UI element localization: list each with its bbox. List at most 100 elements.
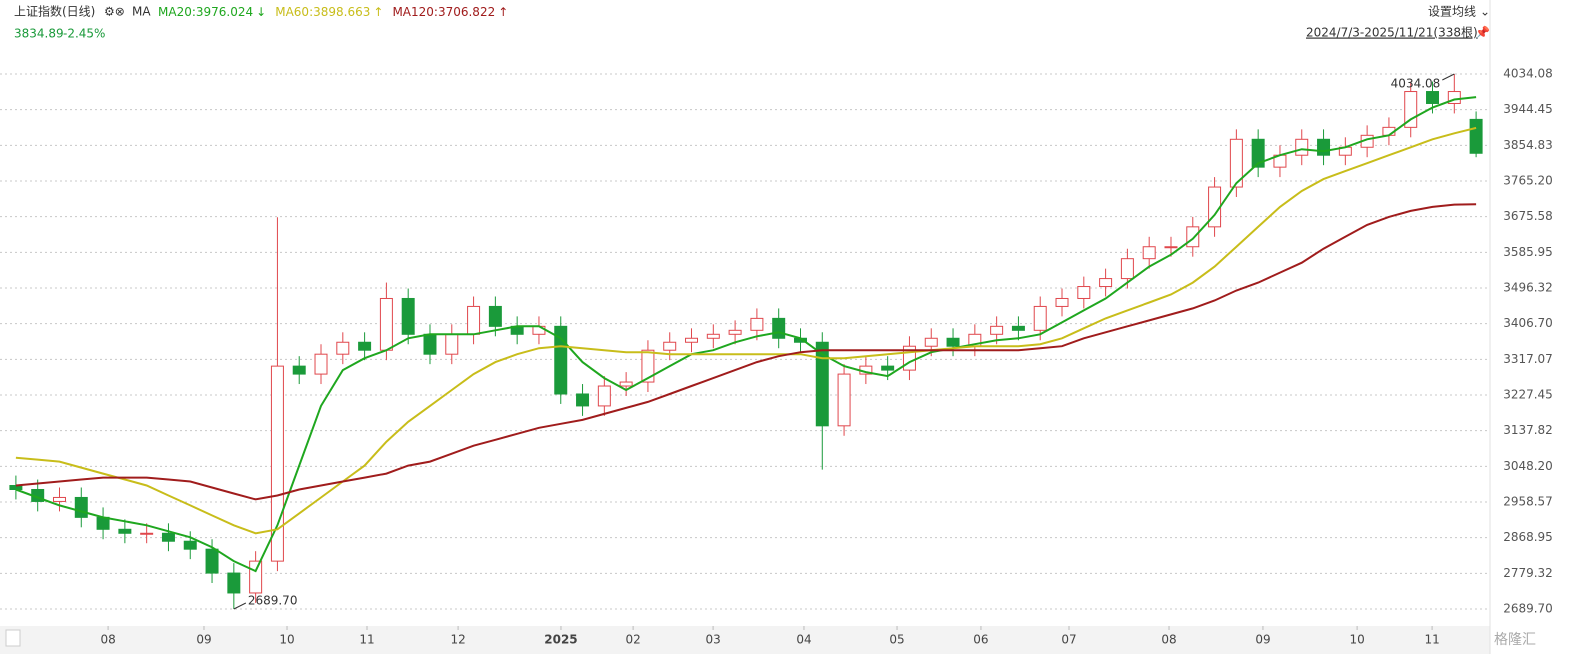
candle-body [663,341,677,351]
annotation-arrow [1442,73,1455,81]
candle-body [1251,138,1265,168]
legend-value: 3706.822 [438,5,495,19]
y-tick-label: 3317.07 [1503,352,1553,366]
candle-body [1295,138,1309,156]
candle-body [140,532,154,535]
x-tick-label: 08 [1161,633,1176,647]
candle-body [161,532,175,542]
candle-body [1011,325,1025,331]
x-tick-label: 2025 [544,633,577,647]
x-tick-label: 04 [796,633,811,647]
pin-icon[interactable]: 📌 [1475,25,1490,40]
x-tick-label: 11 [359,633,374,647]
candle-body [445,333,459,355]
watermark: 格隆汇 [1494,632,1536,648]
candle-body [423,333,437,355]
y-tick-label: 2779.32 [1503,566,1553,580]
x-tick-label: 05 [889,633,904,647]
candle-body [270,365,284,562]
candle-body [1055,297,1069,307]
legend-value: 3976.024 [196,5,253,19]
candle-body [467,305,481,335]
candle-body [488,305,502,327]
candle-body [379,297,393,351]
legend-entry: MA20:3976.024 ↓ [158,5,266,19]
candle-body [576,393,590,407]
candle-body [619,381,633,387]
date-range: 2024/7/3-2025/11/21(338根) [1306,26,1478,40]
candle-body [815,341,829,427]
legend-sep: : [434,5,438,19]
legend-sep: : [309,5,313,19]
y-tick-label: 3854.83 [1503,138,1553,152]
candle-body [1469,118,1483,154]
candle-body [1142,246,1156,260]
y-tick-label: 2689.70 [1503,602,1553,616]
x-tick-label: 02 [625,633,640,647]
candle-body [52,496,66,502]
x-tick-label: 07 [1061,633,1076,647]
candle-body [118,528,132,534]
x-tick-label: 10 [279,633,294,647]
ma-line [15,126,1477,535]
candle-body [750,317,764,331]
candle-body [685,337,699,343]
x-tick-label: 06 [973,633,988,647]
candle-body [401,297,415,335]
y-tick-label: 3585.95 [1503,245,1553,259]
candle-body [9,485,23,490]
scroll-left[interactable] [5,629,21,647]
y-tick-label: 3496.32 [1503,281,1553,295]
candle-body [728,329,742,335]
y-tick-label: 3227.45 [1503,387,1553,401]
candle-body [881,365,895,371]
y-tick-label: 3137.82 [1503,423,1553,437]
candle-body [1426,91,1440,104]
candle-body [837,373,851,427]
annotation-arrow [233,602,247,610]
candle-body [358,341,372,351]
legend-name: MA20 [158,5,192,19]
y-tick-label: 4034.08 [1503,66,1553,80]
annotation-label: 2689.70 [248,594,298,608]
y-tick-label: 3048.20 [1503,459,1553,473]
candle-body [1033,305,1047,331]
candle-body [1120,258,1134,280]
candle-body [1099,278,1113,288]
x-tick-label: 10 [1349,633,1364,647]
dropdown-icon[interactable]: ⌄ [1480,5,1490,19]
legend-entry: MA60:3898.663 ↑ [275,5,383,19]
candle-body [292,365,306,375]
candle-body [314,353,328,375]
candle-body [205,548,219,574]
legend-entry: MA120:3706.822 ↑ [392,5,508,19]
y-tick-label: 3675.58 [1503,209,1553,223]
candle-body [946,337,960,347]
candle-body [1447,91,1461,104]
price: 3834.89 [14,27,64,41]
candle-body [249,560,263,594]
legend-trend: ↑ [373,5,383,19]
settings-button[interactable]: 设置均线 [1428,5,1476,19]
y-tick-label: 3406.70 [1503,316,1553,330]
candle-body [74,496,88,518]
candle-body [597,385,611,407]
candle-body [183,540,197,550]
ma-label: MA [132,5,151,19]
legend-name: MA60 [275,5,309,19]
x-tick-label: 09 [1255,633,1270,647]
candle-body [554,325,568,395]
x-tick-label: 08 [100,633,115,647]
change: -2.45% [63,27,105,41]
candle-body [772,317,786,339]
legend-value: 3898.663 [313,5,370,19]
candle-body [1229,138,1243,188]
x-tick-label: 09 [196,633,211,647]
gear-icon[interactable]: ⚙⊗ [104,5,125,19]
x-axis-band [0,626,1490,654]
candle-body [990,325,1004,335]
legend-trend: ↑ [498,5,508,19]
ma-line [15,203,1477,501]
